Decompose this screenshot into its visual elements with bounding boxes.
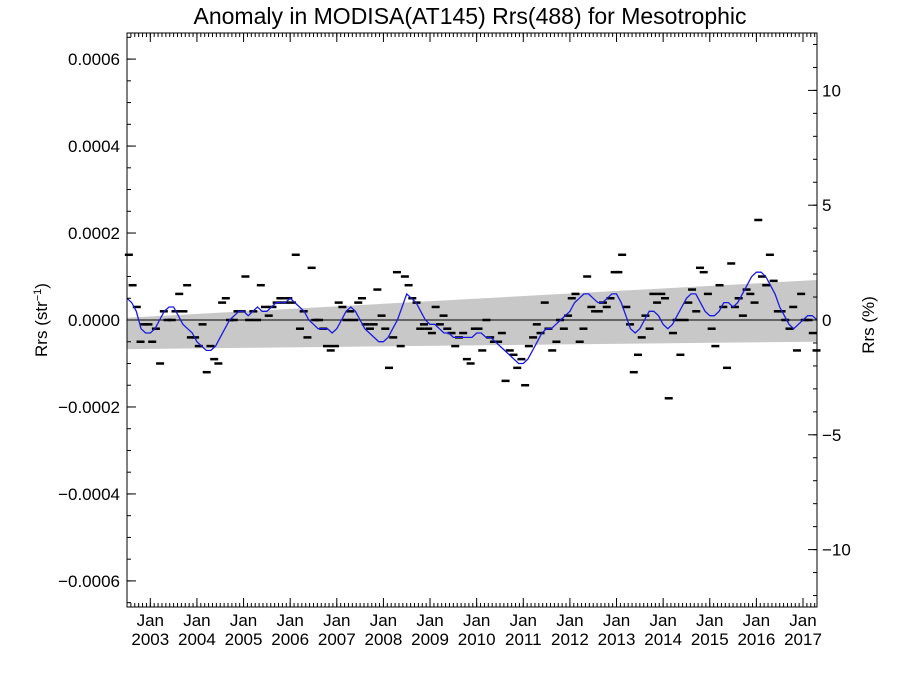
x-tick-label-month: Jan [696,611,723,630]
chart-title: Anomaly in MODISA(AT145) Rrs(488) for Me… [193,3,746,29]
running-mean-line [126,271,818,365]
x-tick-label-year: 2009 [411,630,449,649]
y-axis-label-left-base: Rrs (str [32,301,51,357]
x-tick-label-month: Jan [416,611,443,630]
y-tick-label-right: 10 [822,81,841,100]
y-axis-label-right: Rrs (%) [859,296,878,354]
y-tick-label-left: 0.0004 [68,137,120,156]
x-tick-label-year: 2008 [365,630,403,649]
x-tick-label-month: Jan [463,611,490,630]
x-tick-label-month: Jan [137,611,164,630]
x-tick-label-year: 2011 [505,630,542,649]
axes-layer: 0.0006 0.0004 0.0002 0.0000 −0.0002 −0.0004 −0… [58,32,851,649]
y-axis-label-left-tail: ) [32,283,51,289]
x-tick-label-month: Jan [276,611,303,630]
x-tick-label-year: 2012 [551,630,589,649]
x-tick-label-month: Jan [370,611,397,630]
x-tick-label-month: Jan [789,611,816,630]
x-tick-label-year: 2013 [598,630,636,649]
x-tick-label-month: Jan [649,611,676,630]
y-tick-label-right: −5 [822,426,841,445]
y-axis-label-left: Rrs (str−1) [32,283,51,357]
y-tick-label-right: 5 [822,196,831,215]
x-tick-label-year: 2003 [131,630,169,649]
x-tick-label-year: 2017 [784,630,822,649]
uncertainty-band [127,280,817,350]
running-mean-layer [126,271,818,365]
y-tick-label-right: 0 [822,311,831,330]
x-tick-label-month: Jan [323,611,350,630]
y-tick-label-left: 0.0000 [68,311,120,330]
y-axis-label-left-exponent: −1 [32,289,44,302]
x-tick-label-year: 2007 [318,630,356,649]
y-tick-label-left: −0.0002 [58,398,120,417]
y-tick-label-left: 0.0006 [68,50,120,69]
y-tick-label-left: 0.0002 [68,224,120,243]
axis-labels-layer: Rrs (str−1) Rrs (%) [32,283,878,357]
x-tick-label-month: Jan [183,611,210,630]
x-tick-label-year: 2005 [225,630,263,649]
x-tick-label-month: Jan [230,611,257,630]
x-tick-label-month: Jan [743,611,770,630]
x-tick-label-year: 2004 [178,630,216,649]
x-tick-label-month: Jan [556,611,583,630]
x-tick-label-month: Jan [603,611,630,630]
x-tick-label-year: 2014 [644,630,682,649]
y-tick-label-right: −10 [822,541,851,560]
x-tick-label-year: 2006 [271,630,309,649]
y-tick-label-left: −0.0004 [58,485,120,504]
x-tick-label-month: Jan [510,611,537,630]
x-tick-label-year: 2015 [691,630,729,649]
x-tick-label-year: 2010 [458,630,496,649]
x-tick-label-year: 2016 [737,630,775,649]
uncertainty-band-layer [127,280,817,350]
y-tick-label-left: −0.0006 [58,572,120,591]
